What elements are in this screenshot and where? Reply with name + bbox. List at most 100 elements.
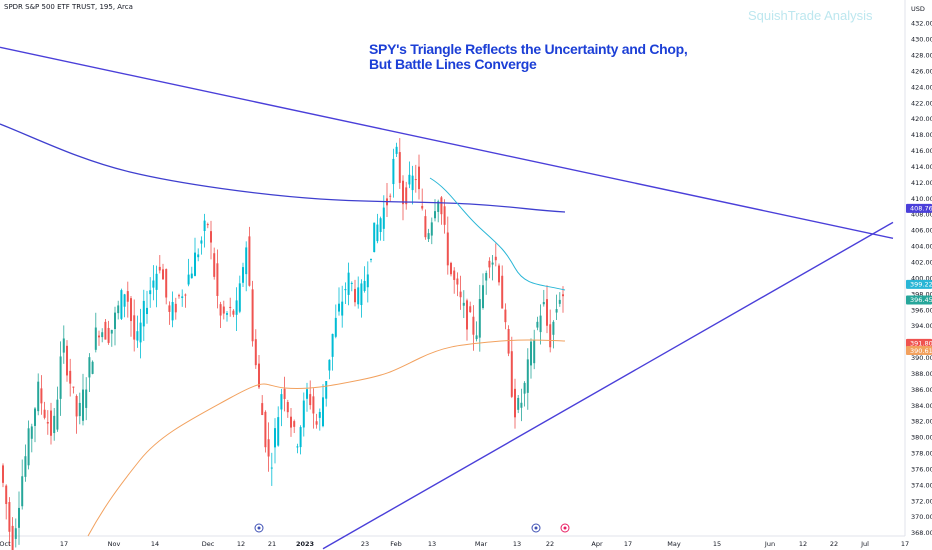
candle-body	[136, 331, 139, 341]
time-tick-label: 12	[799, 540, 807, 548]
price-tick-label: 418.00	[911, 131, 932, 139]
candle-body	[286, 402, 289, 413]
candle-body	[85, 389, 88, 408]
price-tick-label: 390.00	[911, 354, 932, 362]
candle-body	[149, 290, 152, 295]
symbol-header: SPDR S&P 500 ETF TRUST, 195, Arca	[4, 3, 133, 11]
candle-body	[229, 306, 232, 308]
candle-body	[194, 252, 196, 276]
time-tick-label: 22	[830, 540, 838, 548]
candle-body	[72, 386, 75, 388]
candle-body	[98, 335, 100, 338]
candle-body	[558, 299, 561, 304]
candle-body	[459, 291, 462, 298]
candle-body	[552, 321, 555, 335]
candle-body	[382, 207, 385, 229]
candle-body	[264, 411, 267, 448]
price-badge-label: 396.45	[910, 296, 932, 304]
candle-body	[408, 174, 411, 185]
candle-body	[523, 382, 526, 394]
candle-body	[210, 231, 212, 243]
candle-body	[158, 266, 161, 271]
candle-body	[344, 289, 347, 291]
candle-body	[507, 329, 510, 354]
candle-body	[21, 476, 24, 507]
candle-body	[261, 403, 264, 416]
candle-body	[302, 400, 305, 428]
candle-body	[274, 428, 276, 448]
price-tick-label: 376.00	[911, 465, 932, 473]
candle-body	[491, 262, 494, 265]
price-tick-label: 404.00	[911, 243, 932, 251]
candle-body	[542, 302, 545, 305]
candle-body	[376, 224, 379, 242]
candle-body	[78, 402, 81, 417]
candle-body	[411, 175, 414, 191]
time-tick-label: 22	[546, 540, 554, 548]
time-tick-label: 15	[713, 540, 721, 548]
price-tick-label: 426.00	[911, 67, 932, 75]
candle-body	[50, 410, 52, 436]
candle-body	[526, 359, 529, 393]
price-badge	[906, 279, 932, 289]
candle-body	[427, 233, 430, 240]
candle-body	[254, 339, 257, 366]
candle-body	[466, 300, 468, 330]
candle-body	[494, 256, 497, 261]
candle-body	[267, 439, 270, 457]
price-tick-label: 368.00	[911, 529, 932, 537]
candle-body	[334, 317, 337, 337]
candle-body	[370, 258, 372, 260]
candle-body	[235, 300, 238, 315]
candle-body	[293, 421, 296, 427]
candle-body	[104, 321, 107, 340]
candle-body	[469, 306, 472, 313]
price-tick-label: 420.00	[911, 115, 932, 123]
candle-body	[482, 285, 484, 308]
time-axis: Oct 17 Nov 14 Dec 12 21 2023 23 Feb 13 Mar 13 22 Apr 17…	[0, 540, 909, 548]
candle-body	[219, 304, 222, 316]
candle-body	[504, 309, 507, 323]
candle-body	[290, 416, 292, 428]
price-badge-label: 408.76	[910, 205, 932, 213]
candle-body	[392, 158, 395, 185]
candle-body	[354, 288, 356, 303]
candle-body	[245, 247, 248, 275]
time-tick-label: Oct	[0, 540, 11, 548]
price-tick-label: 380.00	[911, 434, 932, 442]
price-badge	[906, 338, 932, 348]
candle-body	[11, 525, 14, 550]
candle-body	[142, 300, 145, 327]
candle-body	[462, 302, 465, 306]
price-tick-label: 424.00	[911, 83, 932, 91]
candle-body	[443, 206, 446, 225]
candle-body	[216, 263, 219, 296]
candle-body	[405, 187, 408, 205]
candle-body	[424, 216, 427, 238]
price-tick-label: 370.00	[911, 513, 932, 521]
price-tick-label: 430.00	[911, 36, 932, 44]
time-tick-label: 17	[624, 540, 632, 548]
price-badge	[906, 295, 932, 305]
candlestick-series	[2, 138, 564, 550]
price-tick-label: 410.00	[911, 195, 932, 203]
time-tick-label: 13	[513, 540, 521, 548]
price-tick-label: 378.00	[911, 450, 932, 458]
price-tick-label: 400.00	[911, 274, 932, 282]
candle-body	[373, 222, 376, 253]
time-tick-label: 21	[268, 540, 276, 548]
price-badge-label: 399.22	[910, 281, 932, 289]
event-marker-dot	[534, 526, 538, 530]
candle-body	[2, 465, 4, 483]
candle-body	[498, 265, 500, 283]
orange-moving-average-line	[87, 339, 566, 537]
candle-body	[434, 211, 436, 219]
time-tick-label: Jul	[860, 540, 869, 548]
candle-body	[139, 322, 142, 343]
candle-body	[24, 456, 27, 477]
time-tick-label: Dec	[202, 540, 215, 548]
candle-body	[69, 370, 72, 384]
candle-body	[501, 275, 504, 309]
candle-body	[536, 321, 539, 328]
